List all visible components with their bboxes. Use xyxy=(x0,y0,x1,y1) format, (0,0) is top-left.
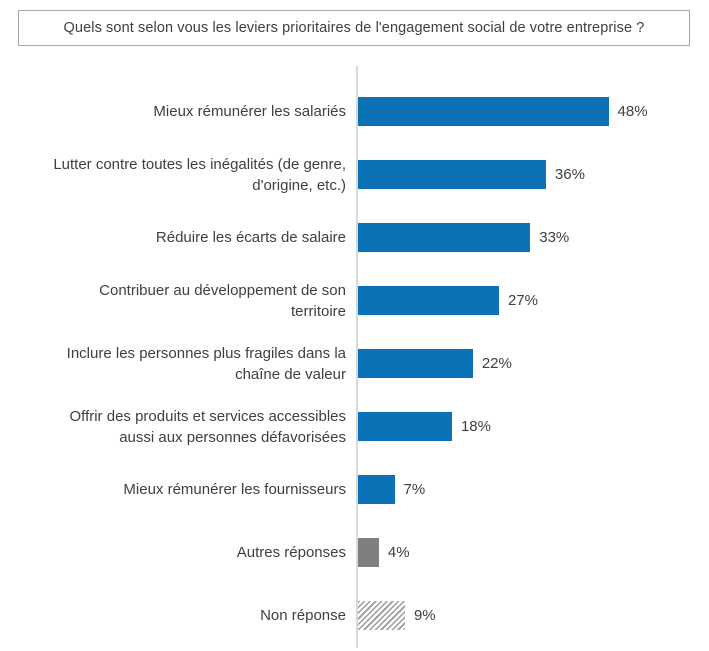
value-label: 7% xyxy=(403,481,426,498)
bar-row: Inclure les personnes plus fragiles dans… xyxy=(0,332,709,395)
bar-area: 33% xyxy=(358,223,569,252)
bar-area: 22% xyxy=(358,349,512,378)
value-label: 22% xyxy=(481,355,512,372)
category-label-line: Lutter contre toutes les inégalités (de … xyxy=(53,155,346,173)
bar xyxy=(358,349,473,378)
category-label-line: Non réponse xyxy=(260,607,346,624)
category-label-line: Autres réponses xyxy=(236,544,346,561)
bar xyxy=(358,223,531,252)
category-label: Non réponse xyxy=(0,605,346,626)
value-label: 18% xyxy=(460,418,491,435)
category-label-line: Offrir des produits et services accessib… xyxy=(69,407,347,425)
category-label: Contribuer au développement de son territ… xyxy=(0,280,346,322)
value-label: 36% xyxy=(554,166,585,183)
value-label: 33% xyxy=(539,229,570,246)
bar-area: 27% xyxy=(358,286,538,315)
category-label: Réduire les écarts de salaire xyxy=(0,227,346,248)
category-label-line: chaîne de valeur xyxy=(235,365,346,383)
category-label-line: territoire xyxy=(290,302,346,320)
bar-row: Mieux rémunérer les fournisseurs 7% xyxy=(0,458,709,521)
bar xyxy=(358,97,609,126)
bar-area: 48% xyxy=(358,97,648,126)
category-label: Autres réponses xyxy=(0,542,346,563)
category-label-line: Mieux rémunérer les salariés xyxy=(153,103,346,120)
category-label: Lutter contre toutes les inégalités (de … xyxy=(0,154,346,196)
bar-row: Contribuer au développement de son territ… xyxy=(0,269,709,332)
category-label-line: Mieux rémunérer les fournisseurs xyxy=(123,481,346,498)
category-label: Inclure les personnes plus fragiles dans… xyxy=(0,343,346,385)
bar-area: 9% xyxy=(358,601,436,630)
category-label-line: Contribuer au développement de son xyxy=(99,281,346,299)
bar xyxy=(358,286,499,315)
question-box: Quels sont selon vous les leviers priori… xyxy=(18,10,690,46)
bar xyxy=(358,475,395,504)
category-label: Mieux rémunérer les salariés xyxy=(0,101,346,122)
bar-area: 36% xyxy=(358,160,585,189)
bar xyxy=(358,538,379,567)
category-label: Offrir des produits et services accessib… xyxy=(0,406,347,448)
bar xyxy=(358,160,546,189)
bar-rows-container: Mieux rémunérer les salariés 48% Lutter co… xyxy=(0,80,709,647)
value-label: 48% xyxy=(617,103,648,120)
bar-area: 7% xyxy=(358,475,425,504)
bar-row: Lutter contre toutes les inégalités (de … xyxy=(0,143,709,206)
question-text: Quels sont selon vous les leviers priori… xyxy=(63,20,645,36)
value-label: 4% xyxy=(387,544,410,561)
category-label-line: aussi aux personnes défavorisées xyxy=(119,428,346,446)
bar-row: Non réponse 9% xyxy=(0,584,709,647)
bar-row: Autres réponses 4% xyxy=(0,521,709,584)
bar-area: 4% xyxy=(358,538,410,567)
y-axis-line xyxy=(356,66,358,648)
bar xyxy=(358,412,452,441)
category-label: Mieux rémunérer les fournisseurs xyxy=(0,479,346,500)
bar-row: Offrir des produits et services accessib… xyxy=(0,395,709,458)
bar-row: Réduire les écarts de salaire 33% xyxy=(0,206,709,269)
category-label-line: Inclure les personnes plus fragiles dans… xyxy=(66,344,346,362)
category-label-line: Réduire les écarts de salaire xyxy=(155,229,346,246)
bar-row: Mieux rémunérer les salariés 48% xyxy=(0,80,709,143)
category-label-line: d'origine, etc.) xyxy=(252,176,346,194)
value-label: 27% xyxy=(507,292,538,309)
value-label: 9% xyxy=(413,607,436,624)
bar xyxy=(358,601,405,630)
bar-area: 18% xyxy=(358,412,491,441)
